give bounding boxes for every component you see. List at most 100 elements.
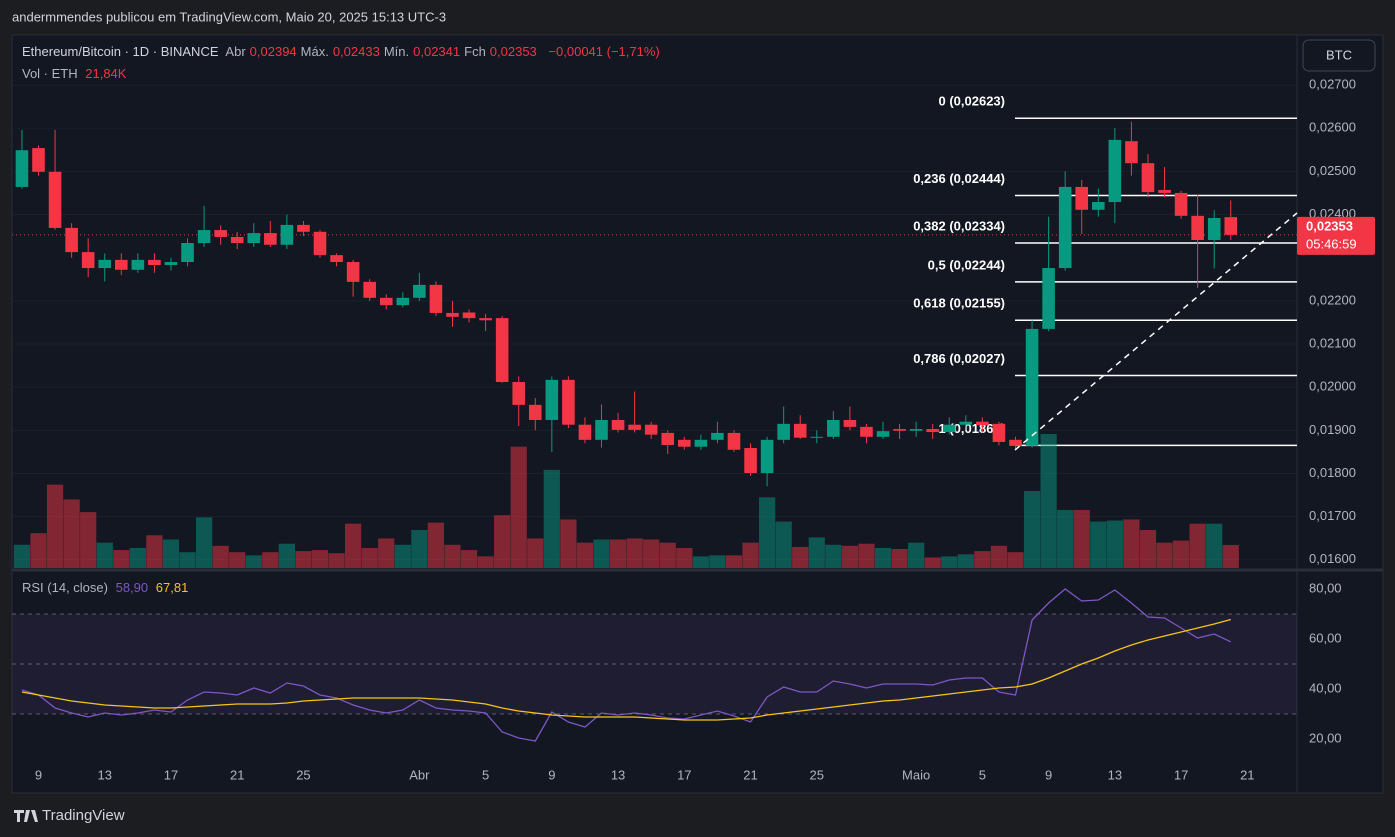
- candle-body: [65, 227, 78, 253]
- candle-body: [611, 419, 625, 430]
- volume-bar: [378, 538, 395, 568]
- candle-body: [114, 259, 128, 270]
- symbol-title: Ethereum/Bitcoin · 1D · BINANCE: [22, 44, 219, 59]
- candle-body: [893, 429, 906, 431]
- candle-body: [644, 424, 658, 435]
- ohlc-legend: Ethereum/Bitcoin · 1D · BINANCE Abr 0,023…: [22, 44, 664, 59]
- x-tick-label: 13: [97, 767, 111, 782]
- volume-bar: [278, 543, 295, 568]
- candle-body: [479, 318, 492, 321]
- volume-bar: [825, 544, 842, 568]
- volume-bar: [311, 550, 329, 568]
- volume-bar: [858, 543, 875, 568]
- y-tick-label: 80,00: [1309, 580, 1342, 595]
- x-tick-label: 21: [230, 767, 244, 782]
- candle-body: [429, 284, 443, 313]
- y-tick-label: 20,00: [1309, 730, 1342, 745]
- x-tick-label: 21: [1240, 767, 1254, 782]
- fib-label: 0,236 (0,02444): [913, 171, 1005, 186]
- last-price-label: 0,02353: [1306, 218, 1353, 233]
- candle-body: [330, 255, 343, 263]
- rsi-legend: RSI (14, close) 58,90 67,81: [22, 580, 192, 595]
- volume-bar: [643, 539, 660, 568]
- y-tick-label: 0,01900: [1309, 422, 1356, 437]
- rsi-ma-last: 67,81: [155, 580, 189, 595]
- volume-bar: [96, 542, 113, 568]
- candle-body: [694, 439, 708, 447]
- rsi-title: RSI (14, close): [22, 580, 108, 595]
- candle-body: [1108, 139, 1122, 203]
- x-tick-label: 17: [677, 767, 691, 782]
- ohlc-label: Fch: [464, 44, 486, 59]
- last-price-box: [1297, 216, 1375, 255]
- candle-body: [1141, 163, 1155, 193]
- candle-body: [959, 421, 973, 425]
- volume-bar: [46, 484, 64, 568]
- volume-bar: [361, 547, 378, 568]
- volume-bar: [195, 517, 213, 568]
- candle-body: [711, 432, 724, 440]
- volume-bar: [775, 521, 792, 568]
- candle-body: [843, 419, 857, 427]
- ohlc-label: Abr: [225, 44, 246, 59]
- chart-frame: [11, 34, 1384, 794]
- candle-body: [247, 233, 261, 244]
- candle-body: [545, 379, 559, 420]
- candle-body: [396, 297, 410, 306]
- candle-body: [197, 230, 211, 244]
- candle-body: [1025, 328, 1039, 446]
- candle-body: [1174, 192, 1188, 216]
- fib-label: 0 (0,02623): [939, 94, 1006, 109]
- volume-bar: [245, 555, 262, 568]
- candle-body: [876, 431, 890, 437]
- publish-header: andermmendes publicou em TradingView.com…: [12, 9, 446, 24]
- volume-bar: [129, 547, 146, 568]
- ohlc-label: Mín.: [383, 44, 410, 59]
- candle-body: [942, 424, 956, 433]
- ohlc-label: Máx.: [300, 44, 329, 59]
- candle-body: [462, 312, 476, 319]
- candle-body: [661, 432, 675, 445]
- volume-bar: [841, 545, 859, 568]
- currency-button[interactable]: [1302, 39, 1376, 72]
- volume-name: Vol · ETH: [22, 66, 78, 81]
- candle-body: [926, 429, 939, 433]
- candle-body: [678, 439, 691, 447]
- volume-bar: [494, 515, 511, 568]
- volume-bar: [262, 552, 279, 568]
- candle-body: [15, 150, 29, 187]
- volume-bar: [295, 551, 312, 568]
- fib-label: 0,618 (0,02155): [913, 296, 1005, 311]
- volume-bar: [990, 545, 1008, 568]
- volume-bar: [742, 542, 759, 568]
- volume-bar: [659, 542, 676, 568]
- candle-body: [297, 224, 310, 232]
- volume-bar: [162, 539, 180, 568]
- candle-body: [446, 312, 459, 317]
- y-tick-label: 0,02700: [1309, 77, 1356, 92]
- ohlc-values: Abr 0,02394 Máx. 0,02433 Mín. 0,02341 Fch 0,023…: [225, 44, 540, 59]
- volume-bar: [908, 542, 925, 568]
- volume-bar: [80, 512, 97, 568]
- ohlc-value: 0,02341: [413, 44, 461, 59]
- volume-bar: [477, 556, 494, 568]
- volume-bar: [411, 530, 428, 568]
- volume-bar: [560, 519, 577, 568]
- x-tick-label: 9: [548, 767, 555, 782]
- candle-body: [1075, 186, 1089, 210]
- volume-bar: [1206, 523, 1223, 568]
- volume-bar: [427, 522, 445, 568]
- volume-bar: [444, 544, 461, 568]
- volume-bar: [543, 469, 560, 568]
- candle-body: [280, 224, 294, 245]
- footer-brand: TradingView: [42, 807, 125, 824]
- candle-body: [164, 262, 178, 266]
- ohlc-value: 0,02353: [489, 44, 537, 59]
- y-tick-label: 0,02100: [1309, 335, 1356, 350]
- volume-bar: [957, 554, 974, 568]
- ohlc-value: 0,02394: [249, 44, 297, 59]
- x-tick-label: 17: [1174, 767, 1188, 782]
- candle-body: [827, 419, 840, 437]
- currency-label[interactable]: BTC: [1326, 47, 1352, 62]
